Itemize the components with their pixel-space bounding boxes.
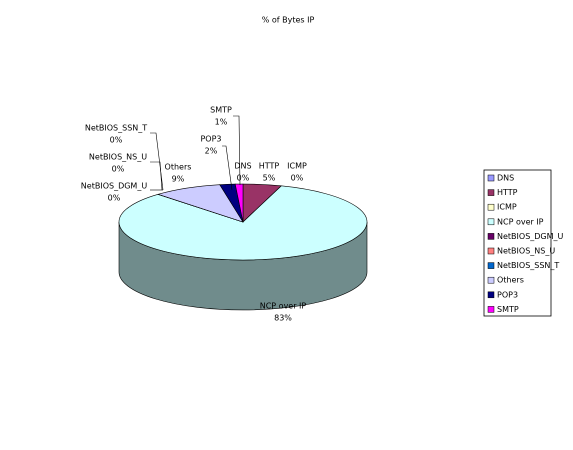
legend-swatch (487, 218, 495, 226)
slice-value-label: 0% (291, 174, 304, 183)
legend-swatch (487, 189, 495, 196)
legend-swatch (487, 291, 495, 299)
legend-label: NetBIOS_NS_U (497, 247, 555, 256)
legend-label: SMTP (497, 305, 519, 314)
slice-value-label: 0% (112, 165, 125, 174)
legend-swatch (487, 233, 495, 240)
slice-value-label: 9% (172, 175, 185, 184)
slice-value-label: 2% (205, 147, 218, 156)
legend-label: Others (497, 276, 524, 285)
legend-swatch (487, 174, 495, 182)
slice-label: POP3 (200, 135, 221, 144)
legend-label: NetBIOS_DGM_U (497, 232, 564, 241)
legend-swatch (487, 247, 495, 255)
slice-value-label: 0% (110, 136, 123, 145)
slice-label: DNS (234, 162, 251, 171)
chart-title: % of Bytes IP (262, 16, 315, 25)
slice-label: Others (165, 163, 192, 172)
slice-value-label: 1% (215, 118, 228, 127)
slice-value-label: 0% (237, 174, 250, 183)
legend-swatch (487, 262, 495, 269)
slice-label: SMTP (210, 106, 232, 115)
leader-line (150, 161, 163, 191)
legend-label: POP3 (497, 290, 518, 299)
legend-label: NetBIOS_SSN_T (497, 261, 559, 270)
legend-label: DNS (497, 174, 514, 183)
leader-line (233, 115, 241, 186)
legend-label: HTTP (497, 188, 518, 197)
slice (234, 183, 244, 223)
slice (118, 185, 368, 261)
leader-line (222, 145, 233, 191)
slice-value-label: 5% (263, 174, 276, 183)
legend-swatch (487, 306, 495, 313)
leader-line (150, 132, 164, 191)
slice-label: HTTP (259, 162, 280, 171)
legend-box (483, 169, 552, 317)
slice-label: ICMP (287, 162, 307, 171)
slice-value-label: 0% (108, 194, 121, 203)
legend-swatch (487, 276, 495, 284)
slice-label: NetBIOS_NS_U (89, 153, 147, 162)
slice-value-label: 83% (274, 314, 292, 323)
slice-label: NetBIOS_SSN_T (85, 124, 147, 133)
legend-swatch (487, 203, 495, 211)
legend-label: NCP over IP (497, 217, 544, 226)
slice-label: NetBIOS_DGM_U (81, 182, 148, 191)
slice-label: NCP over IP (260, 302, 307, 311)
legend-label: ICMP (497, 203, 517, 212)
